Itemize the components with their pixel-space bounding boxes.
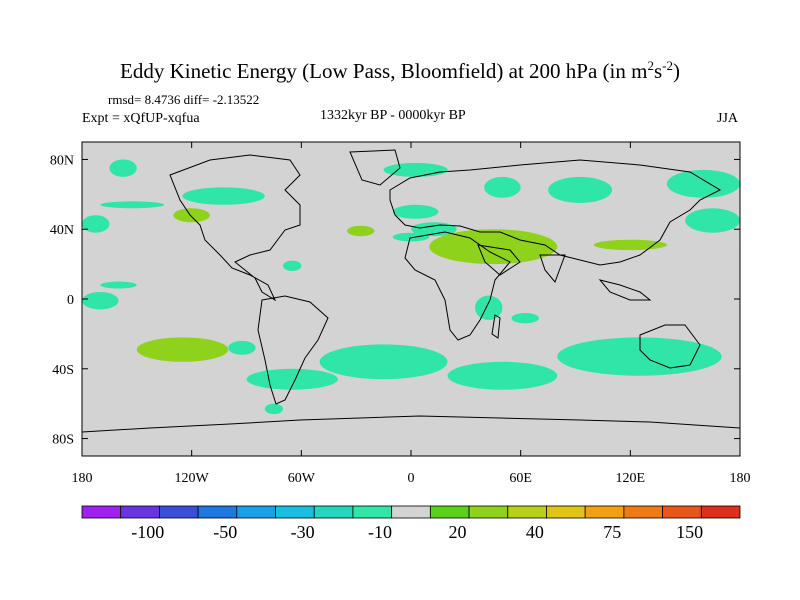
contour-region bbox=[392, 204, 439, 219]
colorbar-swatch bbox=[584, 505, 625, 519]
map-background bbox=[82, 142, 740, 456]
contour-region bbox=[666, 169, 740, 198]
colorbar-swatch bbox=[81, 505, 122, 519]
lon-tick-label: 60E bbox=[509, 471, 532, 486]
coast-australia bbox=[639, 324, 701, 369]
experiment-label: Expt = xQfUP-xqfua bbox=[82, 111, 200, 126]
colorbar-label: -50 bbox=[213, 522, 237, 542]
coast-eurasia bbox=[389, 159, 722, 266]
colorbar: -100 -50 -30 -10 20 40 75 150 bbox=[81, 505, 741, 542]
contour-region bbox=[383, 162, 448, 177]
period-label: 1332kyr BP - 0000kyr BP bbox=[320, 108, 466, 123]
contour-region bbox=[429, 229, 558, 265]
colorbar-swatch bbox=[468, 505, 509, 519]
lon-tick-label: 120E bbox=[616, 471, 646, 486]
contour-region bbox=[100, 281, 137, 289]
colorbar-swatch bbox=[391, 505, 431, 519]
contour-region bbox=[173, 208, 210, 223]
rmsd-text: rmsd= 8.4736 diff= -2.13522 bbox=[108, 92, 260, 107]
colorbar-label: 40 bbox=[526, 522, 544, 542]
colorbar-label: 150 bbox=[676, 522, 703, 542]
contour-region bbox=[511, 312, 539, 324]
coast-north-america bbox=[169, 154, 301, 302]
contour-region bbox=[136, 337, 229, 362]
contour-region bbox=[246, 368, 338, 390]
contour-region bbox=[593, 239, 667, 251]
colorbar-swatch bbox=[313, 505, 354, 519]
contour-region bbox=[82, 215, 110, 233]
lat-tick-label: 0 bbox=[67, 293, 74, 308]
colorbar-swatch bbox=[662, 505, 702, 519]
contour-region bbox=[283, 260, 302, 272]
colorbar-swatch bbox=[429, 505, 470, 519]
contour-region bbox=[264, 403, 284, 415]
colorbar-label: 20 bbox=[448, 522, 466, 542]
contour-region bbox=[548, 176, 613, 204]
colorbar-swatch bbox=[159, 505, 199, 519]
coast-india bbox=[539, 254, 566, 283]
contour-region bbox=[82, 292, 119, 310]
contour-region bbox=[484, 176, 521, 198]
colorbar-label: -100 bbox=[131, 522, 164, 542]
contour-region bbox=[685, 208, 740, 233]
coastlines bbox=[81, 149, 741, 433]
lat-tick-label: 40N bbox=[50, 223, 74, 238]
colorbar-swatch bbox=[197, 505, 238, 519]
lon-tick-label: 60W bbox=[288, 471, 316, 486]
coast-indonesia bbox=[598, 279, 652, 301]
lon-tick-label: 180 bbox=[730, 471, 751, 486]
contour-region bbox=[347, 225, 375, 237]
colorbar-swatch bbox=[700, 505, 741, 519]
coast-arabia bbox=[477, 244, 521, 276]
colorbar-swatch bbox=[120, 505, 160, 519]
contour-fills bbox=[82, 142, 740, 456]
lon-tick-label: 180 bbox=[72, 471, 93, 486]
contour-region bbox=[557, 337, 722, 376]
lat-axis: 80N 40N 0 40S 80S bbox=[50, 153, 740, 448]
colorbar-swatch bbox=[275, 505, 315, 519]
coast-south-america bbox=[257, 295, 329, 405]
colorbar-swatch bbox=[623, 505, 663, 519]
colorbar-label: 75 bbox=[603, 522, 621, 542]
colorbar-label: -30 bbox=[291, 522, 315, 542]
colorbar-swatch bbox=[546, 505, 586, 519]
contour-region bbox=[228, 340, 256, 355]
coast-antarctica bbox=[81, 415, 741, 433]
lat-tick-label: 80S bbox=[52, 433, 74, 448]
contour-region bbox=[109, 159, 137, 177]
contour-region bbox=[474, 295, 503, 320]
season-label: JJA bbox=[717, 111, 739, 126]
contour-region bbox=[319, 344, 448, 380]
contour-region bbox=[100, 201, 165, 209]
colorbar-swatch bbox=[236, 505, 276, 519]
contour-region bbox=[392, 232, 430, 242]
colorbar-swatch bbox=[352, 505, 393, 519]
colorbar-swatch bbox=[507, 505, 547, 519]
lon-tick-label: 0 bbox=[408, 471, 415, 486]
lat-tick-label: 80N bbox=[50, 153, 74, 168]
lon-tick-label: 120W bbox=[175, 471, 210, 486]
contour-region bbox=[447, 361, 558, 390]
lon-axis: 180 120W 60W 0 60E 120E 180 bbox=[72, 142, 751, 486]
contour-region bbox=[182, 187, 265, 205]
coast-madagascar bbox=[491, 314, 501, 339]
coast-greenland bbox=[349, 149, 401, 186]
lat-tick-label: 40S bbox=[52, 363, 74, 378]
colorbar-label: -10 bbox=[368, 522, 392, 542]
plot-title: Eddy Kinetic Energy (Low Pass, Bloomfiel… bbox=[120, 58, 680, 83]
